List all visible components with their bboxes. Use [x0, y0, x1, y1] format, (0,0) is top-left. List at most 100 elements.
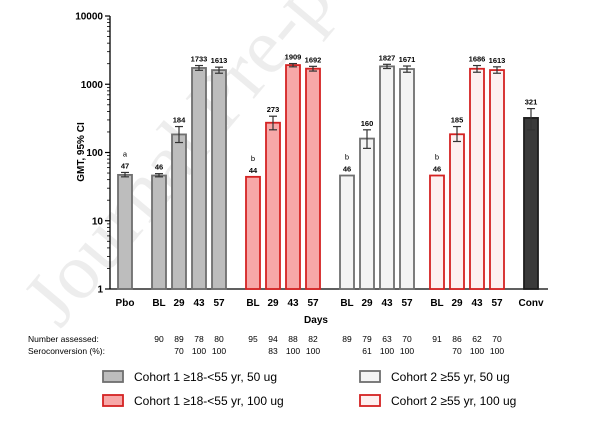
y-tick-label: 10000 [75, 12, 103, 23]
data-annotation: b [251, 154, 255, 163]
x-axis-title: Days [304, 315, 328, 326]
table-cell: 100 [380, 346, 394, 356]
data-label: 1686 [469, 55, 486, 64]
bar [171, 133, 187, 290]
y-tick-label: 1000 [81, 80, 104, 91]
data-label: 46 [343, 165, 351, 174]
x-tick-label: 29 [173, 298, 185, 309]
bar [265, 121, 281, 290]
legend-swatch [102, 394, 124, 407]
bar [285, 64, 301, 290]
table-cell: 83 [268, 346, 278, 356]
y-tick-label: 10 [92, 216, 104, 227]
legend-label: Cohort 2 ≥55 yr, 100 ug [391, 394, 516, 408]
bar [489, 69, 505, 290]
x-tick-label: 57 [307, 298, 319, 309]
table-cell: 63 [382, 334, 392, 344]
table-cell: 78 [194, 334, 204, 344]
bar [117, 173, 133, 290]
table-cell: 100 [470, 346, 484, 356]
x-tick-label: 57 [213, 298, 225, 309]
x-tick-label: BL [430, 298, 443, 309]
bar [449, 133, 465, 290]
table-cell: 94 [268, 334, 278, 344]
table-cell: 100 [286, 346, 300, 356]
table-cell: 90 [154, 334, 164, 344]
legend-swatch [359, 370, 381, 383]
bar [399, 68, 415, 290]
x-tick-label: 43 [287, 298, 299, 309]
x-tick-label: 29 [451, 298, 463, 309]
x-tick-label: 29 [361, 298, 373, 309]
data-label: 1733 [191, 55, 208, 64]
data-label: 1613 [489, 56, 506, 65]
data-annotation: b [435, 153, 439, 162]
bar [151, 174, 167, 290]
data-annotation: b [345, 153, 349, 162]
data-label: 1671 [399, 55, 416, 64]
table-cell: 70 [492, 334, 502, 344]
x-tick-label: 57 [401, 298, 413, 309]
table-cell: 70 [402, 334, 412, 344]
legend: Cohort 1 ≥18-<55 yr, 50 ug Cohort 2 ≥55 y… [102, 370, 516, 408]
table-cell: 100 [400, 346, 414, 356]
x-tick-label: 43 [193, 298, 205, 309]
table-cell: 62 [472, 334, 482, 344]
table-cell: 89 [342, 334, 352, 344]
bar [339, 174, 355, 290]
x-tick-label: Conv [519, 298, 544, 309]
table-row-label: Number assessed: [28, 334, 99, 344]
table-cell: 100 [212, 346, 226, 356]
x-tick-label: BL [152, 298, 165, 309]
data-label: 160 [361, 119, 374, 128]
bar [211, 69, 227, 290]
bar [469, 67, 485, 290]
x-tick-label: 57 [491, 298, 503, 309]
value-labels: 47 a Pbo 46 BL 184 29 1733 43 1613 57 44 b BL 273 29 190… [116, 53, 544, 309]
table-cell: 82 [308, 334, 318, 344]
bar [429, 174, 445, 290]
data-label: 1909 [285, 53, 302, 62]
data-label: 184 [173, 116, 186, 125]
table-cell: 86 [452, 334, 462, 344]
data-label: 1613 [211, 56, 228, 65]
table-row-label: Seroconversion (%): [28, 346, 105, 356]
bar [191, 67, 207, 290]
table-cell: 100 [192, 346, 206, 356]
data-label: 1692 [305, 55, 322, 64]
table-cell: 100 [490, 346, 504, 356]
bars [117, 62, 539, 290]
table-cell: 61 [362, 346, 372, 356]
data-label: 273 [267, 105, 280, 114]
x-tick-label: 29 [267, 298, 279, 309]
table-cell: 88 [288, 334, 298, 344]
table-cell: 95 [248, 334, 258, 344]
data-label: 47 [121, 161, 129, 170]
bar [305, 67, 321, 290]
y-tick-label: 100 [86, 148, 103, 159]
data-table: Number assessed: 90 89 78 80 95 94 88 82 89 79 63 70… [28, 334, 504, 356]
x-tick-label: Pbo [116, 298, 135, 309]
table-cell: 70 [174, 346, 184, 356]
legend-label: Cohort 1 ≥18-<55 yr, 50 ug [134, 370, 277, 384]
data-annotation: a [123, 149, 128, 158]
bar [245, 175, 261, 290]
table-cell: 80 [214, 334, 224, 344]
data-label: 46 [433, 165, 441, 174]
x-tick-label: BL [340, 298, 353, 309]
data-label: 1827 [379, 53, 396, 62]
table-cell: 91 [432, 334, 442, 344]
data-label: 321 [525, 98, 538, 107]
legend-label: Cohort 2 ≥55 yr, 50 ug [391, 370, 510, 384]
x-tick-label: BL [246, 298, 259, 309]
x-tick-label: 43 [381, 298, 393, 309]
table-cell: 100 [306, 346, 320, 356]
legend-swatch [359, 394, 381, 407]
table-cell: 79 [362, 334, 372, 344]
y-axis-title: GMT, 95% CI [76, 122, 87, 182]
bar [379, 65, 395, 290]
bar [523, 117, 539, 290]
table-cell: 89 [174, 334, 184, 344]
table-cell: 70 [452, 346, 462, 356]
